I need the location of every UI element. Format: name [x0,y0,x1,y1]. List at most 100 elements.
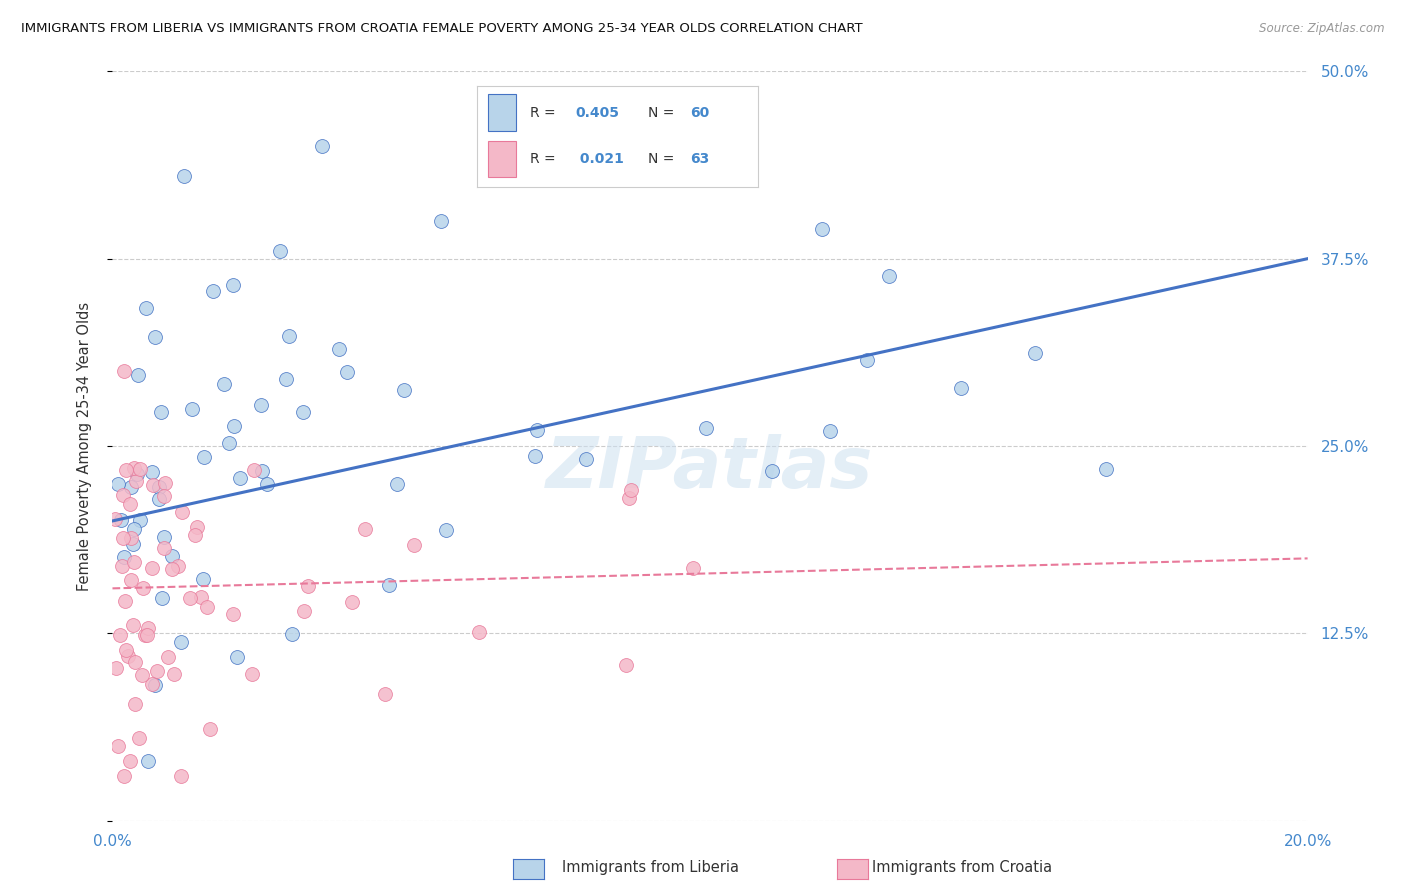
Point [949,380,972,394]
Point [195,600,218,615]
Point [761,464,783,478]
Point [122,537,145,551]
Point [114,769,136,783]
Point [467,625,489,640]
Point [328,343,350,357]
Point [114,593,136,607]
Point [117,648,139,663]
Point [120,480,142,494]
Point [276,372,298,386]
Point [104,512,127,526]
Point [160,549,183,563]
Point [818,424,841,438]
Point [121,617,143,632]
Text: IMMIGRANTS FROM LIBERIA VS IMMIGRANTS FROM CROATIA FEMALE POVERTY AMONG 25-34 YE: IMMIGRANTS FROM LIBERIA VS IMMIGRANTS FR… [21,22,863,36]
Point [229,470,252,484]
Y-axis label: Female Poverty Among 25-34 Year Olds: Female Poverty Among 25-34 Year Olds [77,301,91,591]
Point [526,423,548,437]
Point [153,541,176,556]
Point [152,489,174,503]
Point [222,607,245,622]
Point [120,497,142,511]
Point [170,769,193,783]
Point [156,649,179,664]
Point [127,368,149,383]
Point [179,591,201,605]
Point [620,483,643,497]
Point [115,463,138,477]
Point [342,595,364,609]
Point [124,460,146,475]
Point [226,649,249,664]
Point [110,513,132,527]
Point [336,365,359,379]
Point [269,244,291,259]
Point [108,628,131,642]
Point [112,550,135,565]
Point [160,562,183,576]
Point [173,169,195,184]
Point [242,666,264,681]
Point [212,377,235,392]
Point [107,739,129,753]
Point [297,579,319,593]
Point [222,277,245,292]
Point [142,478,165,492]
Point [619,491,641,505]
Point [114,364,135,378]
Point [134,628,156,642]
Point [378,578,401,592]
Point [193,450,215,464]
Point [136,621,159,635]
Point [122,522,145,536]
Point [222,419,245,434]
Point [120,531,142,545]
Point [374,687,396,701]
Text: Source: ZipAtlas.com: Source: ZipAtlas.com [1260,22,1385,36]
Point [124,655,146,669]
Point [218,436,240,450]
Point [153,475,176,490]
Point [243,463,266,477]
Point [856,352,879,367]
Point [1024,346,1046,360]
Text: Immigrants from Croatia: Immigrants from Croatia [872,860,1052,874]
Point [201,284,224,298]
Point [141,465,163,479]
Point [141,676,163,690]
Point [111,488,134,502]
Point [292,405,315,419]
Point [114,643,136,657]
Text: ZIPatlas: ZIPatlas [547,434,873,503]
Point [181,402,204,417]
Point [135,301,157,315]
Point [122,555,145,569]
Point [256,477,278,491]
Point [524,449,547,463]
Point [614,657,637,672]
Point [277,328,299,343]
Point [281,627,304,641]
Point [190,590,212,604]
Point [136,628,159,642]
Point [311,139,333,153]
Point [166,558,188,573]
Point [112,532,135,546]
Point [695,420,717,434]
Point [250,464,273,478]
Point [575,452,598,467]
Point [128,462,150,476]
Point [111,559,134,574]
Point [145,678,167,692]
Point [149,404,172,418]
Point [385,477,408,491]
Point [191,572,214,586]
Point [250,398,273,412]
Point [811,222,834,236]
Point [146,665,169,679]
Point [136,754,159,768]
Point [107,477,129,491]
Point [143,330,166,344]
Point [128,731,150,745]
Point [148,480,170,494]
